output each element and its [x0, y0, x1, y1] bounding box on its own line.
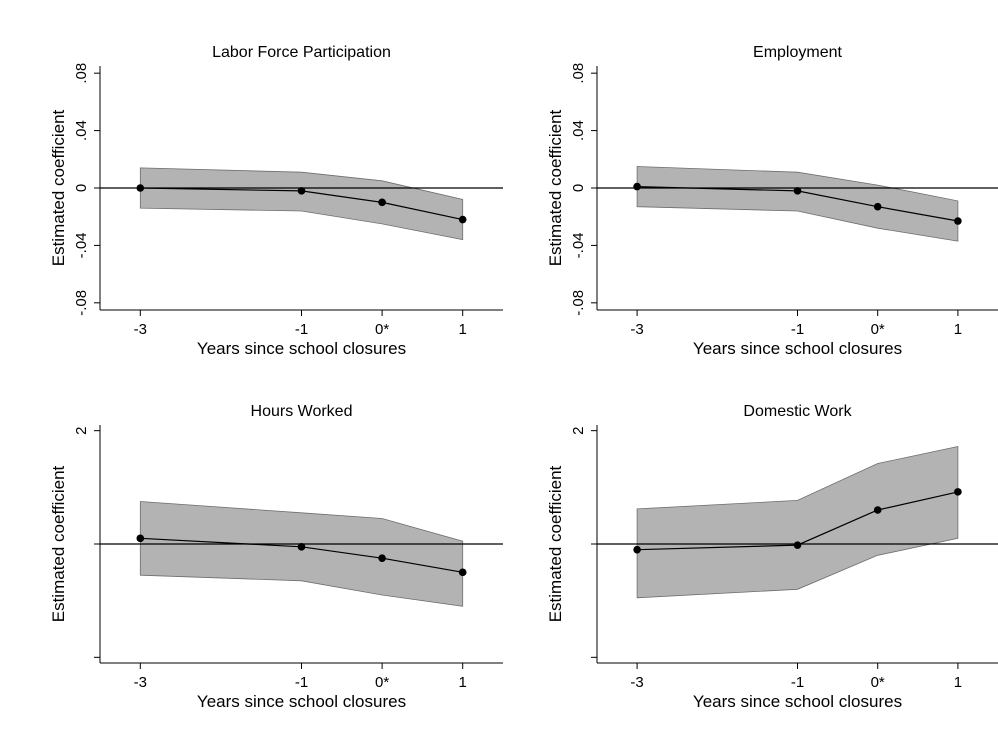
- chart-panel-4: Domestic Work 2 -3 -1 0* 1 Years since school …: [546, 403, 998, 711]
- x-tick-label: 0*: [871, 674, 885, 691]
- series-line: [637, 186, 959, 222]
- y-tick-label: 0: [73, 184, 90, 192]
- chart-panel-1: Labor Force Participation -.08 -.04 0 .04 .08…: [49, 44, 503, 358]
- x-tick-label: 1: [459, 674, 467, 691]
- series-line: [140, 187, 463, 221]
- data-point: [873, 506, 882, 514]
- y-tick-label: -.04: [73, 232, 90, 258]
- data-point: [954, 488, 962, 496]
- y-tick-label: 2: [73, 426, 90, 434]
- data-point: [297, 187, 306, 195]
- confidence-band: [636, 446, 959, 599]
- x-tick-label: 1: [954, 674, 962, 691]
- x-axis-title: Years since school closures: [197, 339, 406, 358]
- data-point: [136, 184, 145, 192]
- panel-title: Labor Force Participation: [212, 44, 391, 61]
- y-tick-label: -.08: [73, 290, 90, 316]
- confidence-band: [139, 501, 464, 607]
- x-tick-label: 0*: [871, 321, 885, 338]
- data-point: [873, 202, 882, 211]
- y-axis-title: Estimated coefficient: [49, 465, 68, 622]
- x-tick-label: 0*: [375, 674, 389, 691]
- x-tick-label: -3: [134, 321, 147, 338]
- data-point: [954, 217, 962, 225]
- y-tick-label: .08: [570, 63, 587, 84]
- data-point: [458, 568, 467, 577]
- x-tick-label: -3: [630, 674, 643, 691]
- data-point: [378, 198, 386, 207]
- x-tick-label: 0*: [375, 321, 389, 338]
- data-point: [633, 545, 641, 554]
- y-axis-title: Estimated coefficient: [546, 465, 565, 622]
- x-tick-label: -1: [791, 321, 804, 338]
- data-point: [136, 534, 145, 543]
- x-axis-title: Years since school closures: [693, 692, 902, 711]
- chart-panel-2: Employment -.08 -.04 0 .04 .08 -3 -1 0* 1 Years si…: [546, 44, 998, 358]
- confidence-band: [636, 166, 959, 242]
- y-tick-label: 0: [570, 184, 587, 192]
- y-tick-label: .04: [73, 120, 90, 141]
- x-tick-label: -1: [791, 674, 804, 691]
- y-axis-title: Estimated coefficient: [49, 109, 68, 266]
- y-tick-label: 2: [570, 426, 587, 434]
- x-axis-title: Years since school closures: [197, 692, 406, 711]
- y-tick-label: .04: [570, 120, 587, 141]
- panel-title: Domestic Work: [743, 403, 852, 420]
- y-tick-label: -.08: [570, 290, 587, 316]
- y-tick-label: -.04: [570, 232, 587, 258]
- x-axis-title: Years since school closures: [693, 339, 902, 358]
- data-point: [633, 182, 641, 191]
- panel-title: Employment: [753, 44, 842, 61]
- y-axis-title: Estimated coefficient: [546, 109, 565, 266]
- data-point: [793, 541, 802, 549]
- series-line: [637, 491, 959, 551]
- data-point: [793, 187, 802, 195]
- y-tick-label: .08: [73, 63, 90, 84]
- data-point: [297, 543, 306, 551]
- x-tick-label: 1: [459, 321, 467, 338]
- series-line: [140, 537, 463, 573]
- x-tick-label: -1: [295, 674, 308, 691]
- x-tick-label: -3: [630, 321, 643, 338]
- data-point: [378, 554, 386, 562]
- x-tick-label: -3: [134, 674, 147, 691]
- x-tick-label: 1: [954, 321, 962, 338]
- confidence-band: [139, 167, 464, 241]
- panel-title: Hours Worked: [251, 403, 353, 420]
- chart-panel-3: Hours Worked 2 -3 -1 0* 1 Years since school c…: [49, 403, 503, 711]
- x-tick-label: -1: [295, 321, 308, 338]
- data-point: [458, 215, 467, 224]
